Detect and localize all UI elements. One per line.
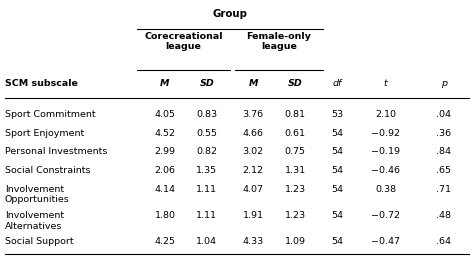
Text: Personal Investments: Personal Investments bbox=[5, 147, 107, 156]
Text: 3.76: 3.76 bbox=[243, 110, 264, 119]
Text: 0.75: 0.75 bbox=[284, 147, 306, 156]
Text: 4.33: 4.33 bbox=[243, 237, 264, 246]
Text: 54: 54 bbox=[331, 130, 343, 139]
Text: 54: 54 bbox=[331, 237, 343, 246]
Text: df: df bbox=[332, 79, 342, 88]
Text: Corecreational
league: Corecreational league bbox=[144, 32, 223, 51]
Text: 1.09: 1.09 bbox=[284, 237, 306, 246]
Text: 54: 54 bbox=[331, 211, 343, 220]
Text: Social Support: Social Support bbox=[5, 237, 73, 246]
Text: 1.04: 1.04 bbox=[196, 237, 217, 246]
Text: Female-only
league: Female-only league bbox=[246, 32, 311, 51]
Text: 4.14: 4.14 bbox=[155, 185, 175, 193]
Text: 4.66: 4.66 bbox=[243, 130, 264, 139]
Text: Sport Enjoyment: Sport Enjoyment bbox=[5, 130, 84, 139]
Text: 0.83: 0.83 bbox=[196, 110, 218, 119]
Text: .71: .71 bbox=[436, 185, 451, 193]
Text: 0.82: 0.82 bbox=[196, 147, 217, 156]
Text: Group: Group bbox=[213, 9, 247, 19]
Text: M: M bbox=[160, 79, 170, 88]
Text: 4.52: 4.52 bbox=[155, 130, 175, 139]
Text: 1.23: 1.23 bbox=[284, 185, 306, 193]
Text: M: M bbox=[248, 79, 258, 88]
Text: Sport Commitment: Sport Commitment bbox=[5, 110, 95, 119]
Text: 3.02: 3.02 bbox=[243, 147, 264, 156]
Text: Involvement
Alternatives: Involvement Alternatives bbox=[5, 211, 64, 231]
Text: 4.07: 4.07 bbox=[243, 185, 264, 193]
Text: 1.23: 1.23 bbox=[284, 211, 306, 220]
Text: 1.11: 1.11 bbox=[196, 185, 217, 193]
Text: −0.72: −0.72 bbox=[371, 211, 400, 220]
Text: 1.35: 1.35 bbox=[196, 166, 218, 175]
Text: −0.47: −0.47 bbox=[371, 237, 400, 246]
Text: 1.31: 1.31 bbox=[284, 166, 306, 175]
Text: .48: .48 bbox=[436, 211, 451, 220]
Text: .65: .65 bbox=[436, 166, 451, 175]
Text: 0.38: 0.38 bbox=[375, 185, 396, 193]
Text: 54: 54 bbox=[331, 185, 343, 193]
Text: 54: 54 bbox=[331, 147, 343, 156]
Text: 53: 53 bbox=[331, 110, 343, 119]
Text: p: p bbox=[441, 79, 447, 88]
Text: .64: .64 bbox=[436, 237, 451, 246]
Text: 2.10: 2.10 bbox=[375, 110, 396, 119]
Text: 2.99: 2.99 bbox=[155, 147, 175, 156]
Text: SD: SD bbox=[200, 79, 214, 88]
Text: Social Constraints: Social Constraints bbox=[5, 166, 90, 175]
Text: SCM subscale: SCM subscale bbox=[5, 79, 78, 88]
Text: 1.11: 1.11 bbox=[196, 211, 217, 220]
Text: .36: .36 bbox=[436, 130, 451, 139]
Text: 1.80: 1.80 bbox=[155, 211, 175, 220]
Text: .84: .84 bbox=[436, 147, 451, 156]
Text: 2.06: 2.06 bbox=[155, 166, 175, 175]
Text: 0.55: 0.55 bbox=[196, 130, 217, 139]
Text: 54: 54 bbox=[331, 166, 343, 175]
Text: 4.05: 4.05 bbox=[155, 110, 175, 119]
Text: 0.81: 0.81 bbox=[284, 110, 306, 119]
Text: Involvement
Opportunities: Involvement Opportunities bbox=[5, 185, 70, 204]
Text: 2.12: 2.12 bbox=[243, 166, 264, 175]
Text: SD: SD bbox=[288, 79, 302, 88]
Text: t: t bbox=[384, 79, 388, 88]
Text: 0.61: 0.61 bbox=[284, 130, 306, 139]
Text: .04: .04 bbox=[436, 110, 451, 119]
Text: 1.91: 1.91 bbox=[243, 211, 264, 220]
Text: −0.19: −0.19 bbox=[371, 147, 400, 156]
Text: 4.25: 4.25 bbox=[155, 237, 175, 246]
Text: −0.92: −0.92 bbox=[371, 130, 400, 139]
Text: −0.46: −0.46 bbox=[371, 166, 400, 175]
